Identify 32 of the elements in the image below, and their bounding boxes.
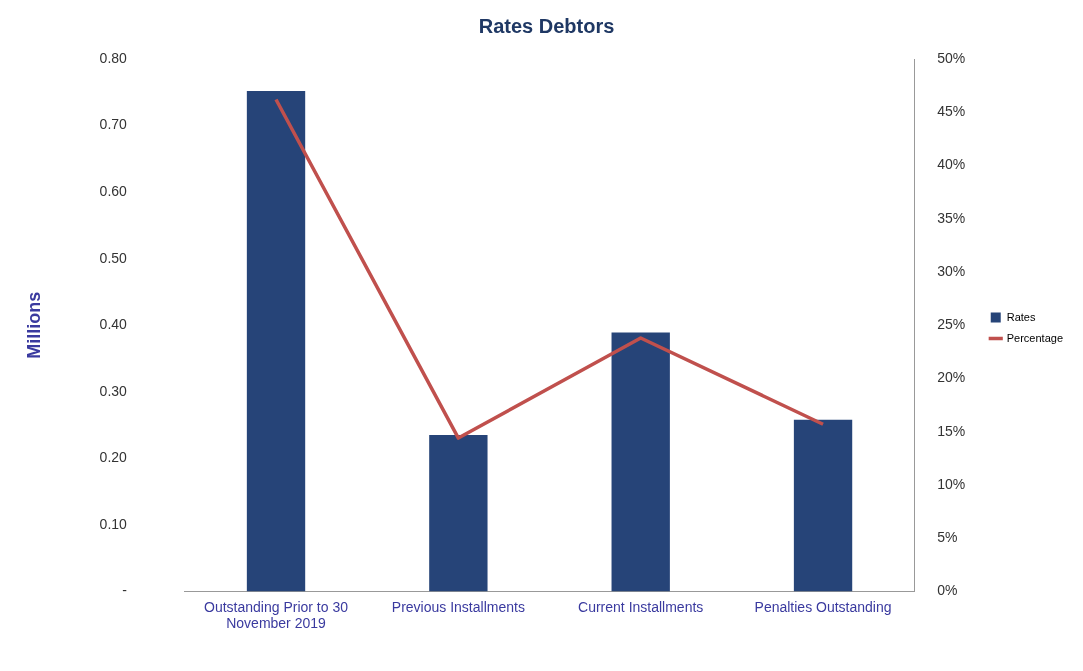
y-tick-label: 0.30 bbox=[99, 382, 128, 399]
bar bbox=[429, 435, 488, 592]
y-tick-label: 0.60 bbox=[99, 182, 128, 199]
bar bbox=[246, 90, 306, 592]
y2-tick-label: 25% bbox=[937, 316, 966, 333]
y-tick-label: 0.40 bbox=[99, 316, 128, 333]
bar bbox=[611, 332, 670, 592]
y2-tick-label: 0% bbox=[937, 582, 958, 599]
y-axis-title: Millions bbox=[23, 291, 44, 359]
x-tick-label: Outstanding Prior to 30 November 2019 bbox=[204, 598, 349, 632]
y-tick-label: 0.50 bbox=[99, 249, 128, 266]
y-tick-label: 0.70 bbox=[99, 116, 128, 133]
legend-label: Percentage bbox=[1006, 331, 1063, 344]
y2-tick-label: 20% bbox=[937, 369, 966, 386]
y2-tick-label: 15% bbox=[937, 422, 966, 439]
x-tick-label: Previous Installments bbox=[391, 598, 525, 615]
y2-tick-label: 30% bbox=[937, 262, 966, 279]
y2-tick-label: 40% bbox=[937, 156, 966, 173]
y2-tick-label: 50% bbox=[937, 49, 966, 66]
legend-label: Rates bbox=[1006, 310, 1036, 323]
x-tick-label: Current Installments bbox=[578, 598, 704, 615]
bar bbox=[793, 419, 853, 592]
y-tick-label: 0.80 bbox=[99, 49, 128, 66]
y-tick-label: - bbox=[122, 582, 128, 599]
y2-tick-label: 45% bbox=[937, 103, 966, 120]
y2-tick-label: 5% bbox=[937, 529, 958, 546]
chart-title: Rates Debtors bbox=[478, 14, 615, 37]
y-tick-label: 0.20 bbox=[99, 449, 128, 466]
y2-tick-label: 35% bbox=[937, 209, 966, 226]
y2-tick-label: 10% bbox=[937, 475, 966, 492]
x-tick-label: Penalties Outstanding bbox=[754, 598, 892, 615]
y-tick-label: 0.10 bbox=[99, 515, 128, 532]
